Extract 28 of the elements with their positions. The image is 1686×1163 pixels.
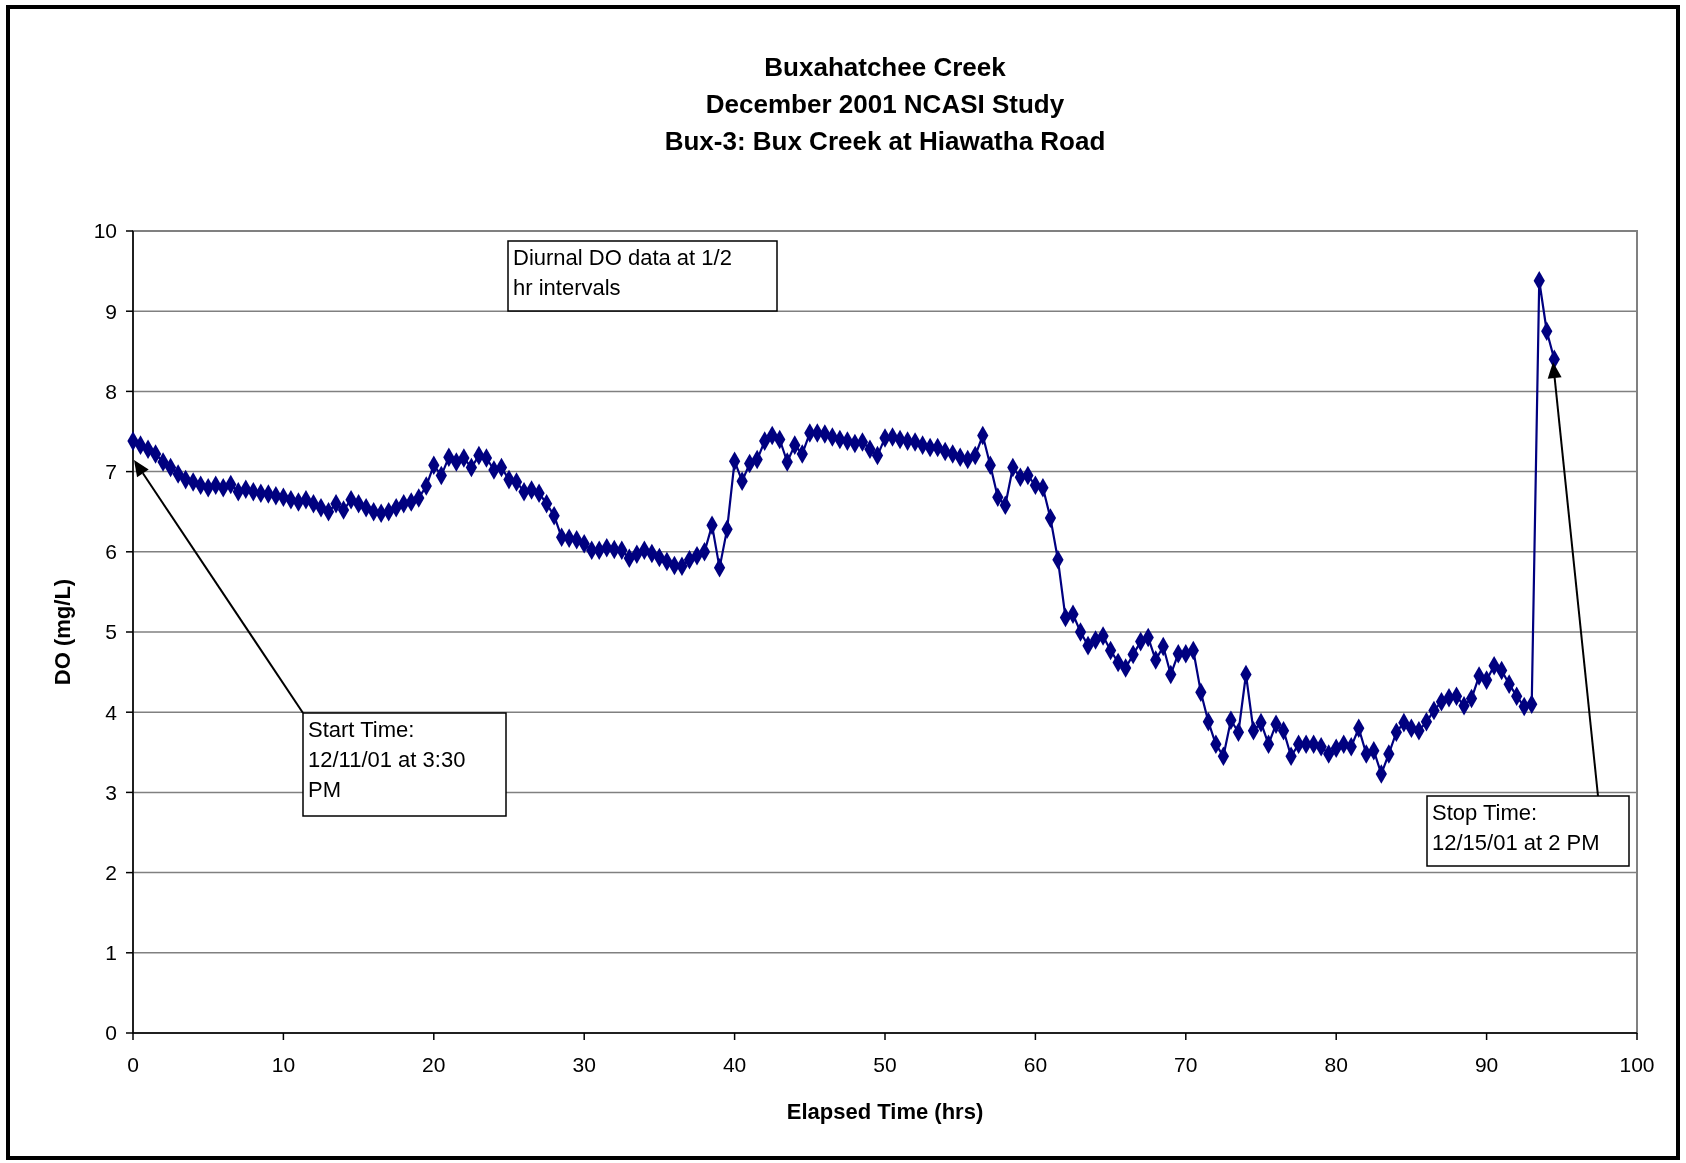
y-tick-label: 5 [105,620,117,644]
x-axis-title: Elapsed Time (hrs) [786,1099,984,1124]
y-tick-label: 10 [93,219,117,243]
y-tick-label: 3 [105,780,117,804]
y-tick-label: 2 [105,860,117,884]
annotation: Start Time: 12/11/01 at 3:30 PM [308,717,466,802]
annotation: Stop Time: 12/15/01 at 2 PM [1432,800,1600,855]
y-tick-label: 8 [105,379,117,403]
x-tick-label: 100 [1619,1053,1655,1076]
annotation: Diurnal DO data at 1/2 hr intervals [513,245,732,300]
x-tick-label: 10 [271,1053,296,1076]
y-axis-title: DO (mg/L) [50,578,75,686]
x-tick-label: 50 [873,1053,897,1076]
y-tick-label: 1 [105,941,117,965]
y-tick-label: 7 [105,459,117,483]
x-tick-label: 20 [422,1053,446,1076]
y-tick-label: 6 [105,540,117,564]
x-tick-label: 60 [1023,1053,1048,1076]
x-tick-label: 0 [127,1053,139,1076]
y-tick-label: 4 [105,700,118,724]
chart-title: Buxahatchee Creek December 2001 NCASI Study Bux-3: Bux Creek at Hiawatha Road [664,52,1106,156]
y-tick-label: 9 [105,299,117,323]
x-tick-label: 30 [572,1053,596,1076]
x-tick-label: 80 [1324,1053,1348,1076]
x-tick-label: 40 [722,1053,747,1076]
x-tick-label: 90 [1474,1053,1499,1076]
y-tick-label: 0 [105,1021,117,1045]
x-tick-label: 70 [1174,1053,1198,1076]
